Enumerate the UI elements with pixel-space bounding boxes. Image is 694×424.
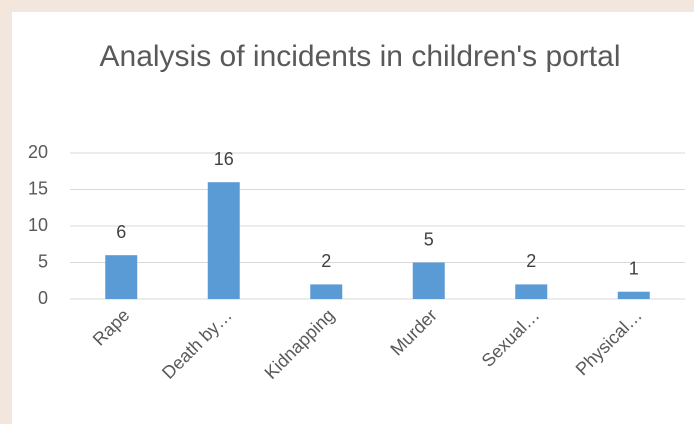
y-tick-label: 15 bbox=[28, 178, 48, 198]
x-tick-label: Sexual… bbox=[478, 305, 544, 371]
bar bbox=[310, 284, 343, 299]
bar bbox=[412, 262, 445, 299]
x-tick-label: Kidnapping bbox=[261, 305, 339, 383]
y-tick-label: 20 bbox=[28, 142, 48, 162]
x-tick-label: Murder bbox=[386, 305, 440, 359]
data-label: 2 bbox=[321, 251, 331, 271]
chart-title: Analysis of incidents in children's port… bbox=[99, 40, 621, 73]
x-tick-label: Rape bbox=[89, 305, 134, 350]
x-tick-label: Physical… bbox=[572, 305, 646, 379]
y-tick-label: 0 bbox=[38, 288, 48, 308]
data-label: 16 bbox=[214, 149, 234, 169]
data-label: 6 bbox=[116, 222, 126, 242]
bar bbox=[617, 291, 650, 299]
y-tick-label: 5 bbox=[38, 251, 48, 271]
bar bbox=[105, 255, 138, 299]
data-label: 5 bbox=[424, 229, 434, 249]
data-label: 2 bbox=[526, 251, 536, 271]
bar bbox=[515, 284, 548, 299]
bar bbox=[207, 182, 240, 299]
y-tick-label: 10 bbox=[28, 215, 48, 235]
data-label: 1 bbox=[629, 258, 639, 278]
x-tick-label: Death by… bbox=[158, 305, 236, 383]
chart-panel bbox=[12, 12, 694, 424]
